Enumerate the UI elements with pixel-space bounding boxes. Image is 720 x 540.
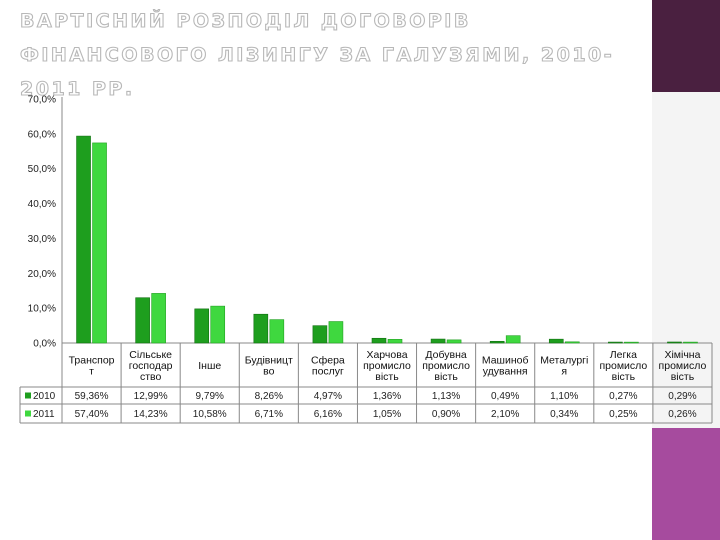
bar-2010-2 [194,308,210,344]
data-label-2011: 6,71% [255,409,283,420]
data-label-2010: 0,49% [491,391,519,402]
sidebar-light-panel [652,92,720,429]
category-label: Легка промисло вість [599,349,647,383]
data-label-2011: 2,10% [491,409,519,420]
data-label-2011: 10,58% [193,409,227,420]
category-label: Сфера послуг [311,355,345,378]
y-tick-label: 70,0% [28,95,56,106]
data-label-2010: 1,10% [550,391,578,402]
data-label-2011: 6,16% [314,409,342,420]
category-label: Хімічна промисло вість [659,349,707,383]
bar-2010-4 [312,325,328,344]
data-label-2010: 9,79% [196,391,224,402]
data-label-2011: 57,40% [75,409,109,420]
bar-2010-3 [253,313,269,344]
data-label-2010: 8,26% [255,391,283,402]
bar-2010-10 [667,341,682,344]
legend-key-2011 [25,410,31,417]
y-tick-label: 60,0% [28,129,56,140]
bar-2010-8 [548,338,564,344]
y-tick-label: 20,0% [28,269,56,280]
data-label-2010: 0,29% [668,391,696,402]
data-label-2010: 1,36% [373,391,401,402]
category-label: Добувна промисло вість [422,349,470,383]
bar-2010-7 [489,340,505,344]
data-label-2011: 0,26% [668,409,696,420]
data-label-2010: 4,97% [314,391,342,402]
bar-2011-5 [387,339,403,344]
data-label-2010: 1,13% [432,391,460,402]
bar-2011-2 [210,305,226,344]
slide-title: ВАРТІСНИЙ РОЗПОДІЛ ДОГОВОРІВ ФІНАНСОВОГО… [19,9,615,100]
bar-2011-8 [564,341,580,344]
bar-2011-1 [151,293,166,344]
bar-2011-7 [505,335,521,344]
y-tick-label: 50,0% [28,164,56,175]
category-label: Машиноб удування [482,355,529,378]
data-label-2011: 14,23% [134,409,168,420]
bar-2011-6 [446,339,462,344]
bar-2010-0 [76,135,91,344]
bar-2010-1 [135,297,150,344]
category-label: Транспор т [69,355,115,378]
data-label-2011: 0,25% [609,409,637,420]
y-tick-label: 30,0% [28,234,56,245]
legend-label-2011: 2011 [33,409,55,420]
data-label-2011: 1,05% [373,409,401,420]
bar-2010-9 [608,341,623,344]
legend-key-2010 [25,392,31,399]
data-label-2010: 59,36% [75,391,109,402]
category-label: Металургі я [540,355,588,378]
bar-2011-3 [269,319,285,344]
category-label: Будівницт во [245,355,293,378]
bar-2010-6 [430,338,446,344]
bar-2011-4 [328,321,344,344]
category-label: Сільське господар ство [129,349,173,383]
data-label-2011: 0,90% [432,409,460,420]
y-tick-label: 0,0% [33,339,56,350]
bar-2011-0 [92,142,107,344]
data-label-2010: 0,27% [609,391,637,402]
data-label-2011: 0,34% [550,409,578,420]
bar-2011-10 [683,341,698,344]
legend-label-2010: 2010 [33,391,56,402]
category-label: Інше [198,360,221,372]
sidebar-accent-block [652,428,720,540]
bar-2010-5 [371,337,387,344]
bar-2011-9 [624,341,639,344]
y-tick-label: 10,0% [28,304,56,315]
category-label: Харчова промисло вість [363,349,411,383]
data-label-2010: 12,99% [134,391,168,402]
y-tick-label: 40,0% [28,199,56,210]
